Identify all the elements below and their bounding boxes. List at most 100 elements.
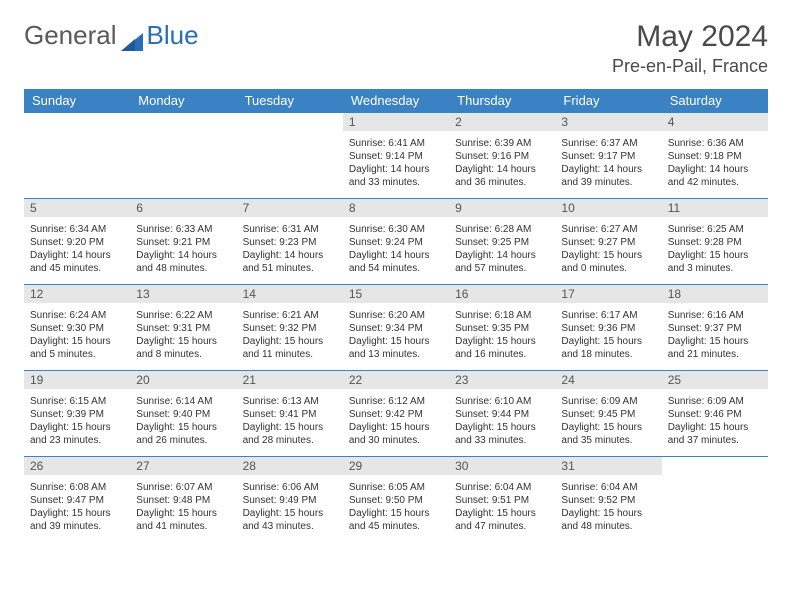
calendar-cell: 5 Sunrise: 6:34 AMSunset: 9:20 PMDaylight… xyxy=(24,199,130,285)
calendar-cell: 25 Sunrise: 6:09 AMSunset: 9:46 PMDayligh… xyxy=(662,371,768,457)
day-number: 12 xyxy=(24,285,130,303)
calendar-cell: 30 Sunrise: 6:04 AMSunset: 9:51 PMDayligh… xyxy=(449,457,555,543)
calendar-cell: 0 xyxy=(24,113,130,199)
day-details: Sunrise: 6:22 AMSunset: 9:31 PMDaylight:… xyxy=(130,305,236,367)
calendar-row: 26 Sunrise: 6:08 AMSunset: 9:47 PMDayligh… xyxy=(24,457,768,543)
day-number: 20 xyxy=(130,371,236,389)
calendar-cell: 1Sunrise: 6:41 AMSunset: 9:14 PMDaylight… xyxy=(343,113,449,199)
calendar-cell: 21Sunrise: 6:13 AMSunset: 9:41 PMDayligh… xyxy=(237,371,343,457)
day-details: Sunrise: 6:05 AMSunset: 9:50 PMDaylight:… xyxy=(343,477,449,539)
day-details: Sunrise: 6:27 AMSunset: 9:27 PMDaylight:… xyxy=(555,219,661,281)
day-number: 24 xyxy=(555,371,661,389)
day-number: 18 xyxy=(662,285,768,303)
calendar-cell: 26 Sunrise: 6:08 AMSunset: 9:47 PMDayligh… xyxy=(24,457,130,543)
day-details: Sunrise: 6:09 AMSunset: 9:46 PMDaylight:… xyxy=(662,391,768,453)
location: Pre-en-Pail, France xyxy=(612,56,768,77)
calendar-cell: 31 Sunrise: 6:04 AMSunset: 9:52 PMDayligh… xyxy=(555,457,661,543)
day-details: Sunrise: 6:24 AMSunset: 9:30 PMDaylight:… xyxy=(24,305,130,367)
day-details: Sunrise: 6:06 AMSunset: 9:49 PMDaylight:… xyxy=(237,477,343,539)
day-number: 14 xyxy=(237,285,343,303)
day-number: 6 xyxy=(130,199,236,217)
day-details: Sunrise: 6:31 AMSunset: 9:23 PMDaylight:… xyxy=(237,219,343,281)
day-details: Sunrise: 6:07 AMSunset: 9:48 PMDaylight:… xyxy=(130,477,236,539)
calendar-body: 0001Sunrise: 6:41 AMSunset: 9:14 PMDayli… xyxy=(24,113,768,543)
day-number: 29 xyxy=(343,457,449,475)
calendar-cell: 24 Sunrise: 6:09 AMSunset: 9:45 PMDayligh… xyxy=(555,371,661,457)
day-details: Sunrise: 6:15 AMSunset: 9:39 PMDaylight:… xyxy=(24,391,130,453)
day-details: Sunrise: 6:39 AMSunset: 9:16 PMDaylight:… xyxy=(449,133,555,195)
calendar-cell: 0 xyxy=(237,113,343,199)
day-number: 27 xyxy=(130,457,236,475)
calendar-cell: 19 Sunrise: 6:15 AMSunset: 9:39 PMDayligh… xyxy=(24,371,130,457)
day-number: 23 xyxy=(449,371,555,389)
calendar-cell: 8Sunrise: 6:30 AMSunset: 9:24 PMDaylight… xyxy=(343,199,449,285)
day-details: Sunrise: 6:21 AMSunset: 9:32 PMDaylight:… xyxy=(237,305,343,367)
day-details: Sunrise: 6:17 AMSunset: 9:36 PMDaylight:… xyxy=(555,305,661,367)
calendar-cell: 23 Sunrise: 6:10 AMSunset: 9:44 PMDayligh… xyxy=(449,371,555,457)
day-number: 21 xyxy=(237,371,343,389)
day-number: 8 xyxy=(343,199,449,217)
weekday-header: Wednesday xyxy=(343,89,449,113)
calendar-cell: 2 Sunrise: 6:39 AMSunset: 9:16 PMDaylight… xyxy=(449,113,555,199)
calendar-row: 12 Sunrise: 6:24 AMSunset: 9:30 PMDayligh… xyxy=(24,285,768,371)
calendar-cell: 11Sunrise: 6:25 AMSunset: 9:28 PMDayligh… xyxy=(662,199,768,285)
day-details: Sunrise: 6:14 AMSunset: 9:40 PMDaylight:… xyxy=(130,391,236,453)
calendar-row: 0001Sunrise: 6:41 AMSunset: 9:14 PMDayli… xyxy=(24,113,768,199)
day-number: 26 xyxy=(24,457,130,475)
title-block: May 2024 Pre-en-Pail, France xyxy=(612,20,768,77)
page-header: General Blue May 2024 Pre-en-Pail, Franc… xyxy=(24,20,768,77)
day-details: Sunrise: 6:12 AMSunset: 9:42 PMDaylight:… xyxy=(343,391,449,453)
calendar-cell: 29 Sunrise: 6:05 AMSunset: 9:50 PMDayligh… xyxy=(343,457,449,543)
weekday-header: Monday xyxy=(130,89,236,113)
day-number: 25 xyxy=(662,371,768,389)
calendar-cell: 28 Sunrise: 6:06 AMSunset: 9:49 PMDayligh… xyxy=(237,457,343,543)
calendar-cell: 9 Sunrise: 6:28 AMSunset: 9:25 PMDaylight… xyxy=(449,199,555,285)
day-number: 17 xyxy=(555,285,661,303)
day-details: Sunrise: 6:04 AMSunset: 9:52 PMDaylight:… xyxy=(555,477,661,539)
day-number: 7 xyxy=(237,199,343,217)
day-details: Sunrise: 6:20 AMSunset: 9:34 PMDaylight:… xyxy=(343,305,449,367)
day-number: 4 xyxy=(662,113,768,131)
day-number: 30 xyxy=(449,457,555,475)
day-details: Sunrise: 6:08 AMSunset: 9:47 PMDaylight:… xyxy=(24,477,130,539)
calendar-cell: 0 xyxy=(662,457,768,543)
calendar-cell: 17 Sunrise: 6:17 AMSunset: 9:36 PMDayligh… xyxy=(555,285,661,371)
calendar-row: 19 Sunrise: 6:15 AMSunset: 9:39 PMDayligh… xyxy=(24,371,768,457)
day-number: 3 xyxy=(555,113,661,131)
day-number: 31 xyxy=(555,457,661,475)
day-number: 5 xyxy=(24,199,130,217)
calendar-table: SundayMondayTuesdayWednesdayThursdayFrid… xyxy=(24,89,768,543)
calendar-cell: 22 Sunrise: 6:12 AMSunset: 9:42 PMDayligh… xyxy=(343,371,449,457)
day-details: Sunrise: 6:09 AMSunset: 9:45 PMDaylight:… xyxy=(555,391,661,453)
weekday-header: Friday xyxy=(555,89,661,113)
day-number: 2 xyxy=(449,113,555,131)
logo: General Blue xyxy=(24,20,199,51)
calendar-cell: 12 Sunrise: 6:24 AMSunset: 9:30 PMDayligh… xyxy=(24,285,130,371)
calendar-cell: 14 Sunrise: 6:21 AMSunset: 9:32 PMDayligh… xyxy=(237,285,343,371)
calendar-head: SundayMondayTuesdayWednesdayThursdayFrid… xyxy=(24,89,768,113)
day-details: Sunrise: 6:33 AMSunset: 9:21 PMDaylight:… xyxy=(130,219,236,281)
calendar-cell: 6 Sunrise: 6:33 AMSunset: 9:21 PMDaylight… xyxy=(130,199,236,285)
calendar-cell: 20 Sunrise: 6:14 AMSunset: 9:40 PMDayligh… xyxy=(130,371,236,457)
day-number: 19 xyxy=(24,371,130,389)
calendar-row: 5 Sunrise: 6:34 AMSunset: 9:20 PMDaylight… xyxy=(24,199,768,285)
day-number: 13 xyxy=(130,285,236,303)
day-details: Sunrise: 6:04 AMSunset: 9:51 PMDaylight:… xyxy=(449,477,555,539)
day-number: 15 xyxy=(343,285,449,303)
logo-text-2: Blue xyxy=(147,20,199,51)
day-number: 22 xyxy=(343,371,449,389)
day-number: 28 xyxy=(237,457,343,475)
weekday-header: Sunday xyxy=(24,89,130,113)
weekday-header: Thursday xyxy=(449,89,555,113)
day-details: Sunrise: 6:34 AMSunset: 9:20 PMDaylight:… xyxy=(24,219,130,281)
calendar-cell: 4Sunrise: 6:36 AMSunset: 9:18 PMDaylight… xyxy=(662,113,768,199)
day-number: 9 xyxy=(449,199,555,217)
calendar-cell: 16Sunrise: 6:18 AMSunset: 9:35 PMDayligh… xyxy=(449,285,555,371)
day-number: 11 xyxy=(662,199,768,217)
logo-triangle-icon xyxy=(121,27,143,45)
day-details: Sunrise: 6:10 AMSunset: 9:44 PMDaylight:… xyxy=(449,391,555,453)
calendar-cell: 27 Sunrise: 6:07 AMSunset: 9:48 PMDayligh… xyxy=(130,457,236,543)
day-number: 10 xyxy=(555,199,661,217)
day-details: Sunrise: 6:28 AMSunset: 9:25 PMDaylight:… xyxy=(449,219,555,281)
day-details: Sunrise: 6:16 AMSunset: 9:37 PMDaylight:… xyxy=(662,305,768,367)
